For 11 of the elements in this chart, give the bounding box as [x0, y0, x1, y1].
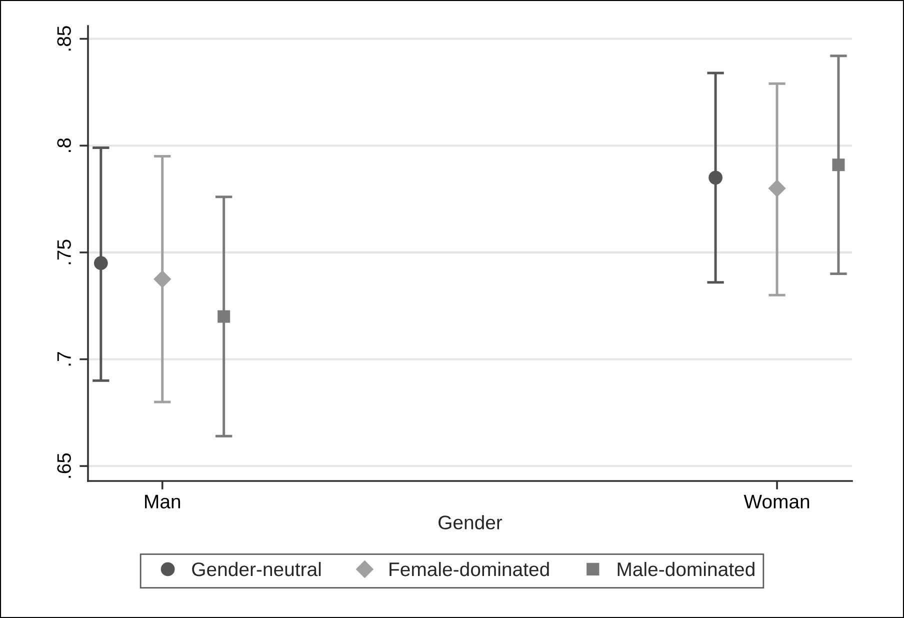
y-tick-label: .7	[57, 352, 71, 366]
y-tick-label: .65	[57, 453, 71, 478]
legend-label: Male-dominated	[618, 562, 754, 576]
x-tick-label: Woman	[744, 494, 810, 508]
y-tick-label: .85	[57, 26, 71, 51]
legend-label: Gender-neutral	[192, 562, 321, 576]
y-tick-label: .8	[57, 138, 71, 152]
x-axis-title: Gender	[438, 515, 502, 530]
legend-label: Female-dominated	[390, 562, 549, 576]
x-tick-label: Man	[145, 494, 180, 508]
y-tick-label: .75	[57, 240, 71, 264]
